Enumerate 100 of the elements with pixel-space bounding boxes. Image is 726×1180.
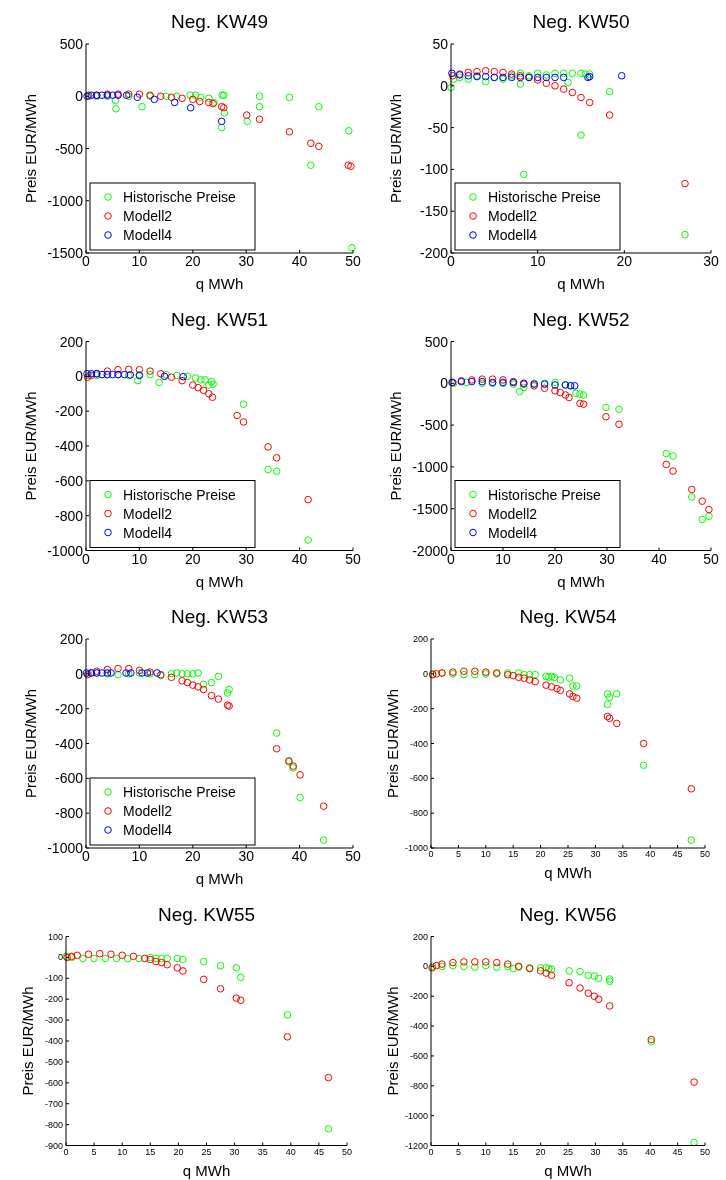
x-tick-label: 20	[185, 550, 201, 567]
legend-label: Modell2	[123, 803, 173, 819]
x-tick-label: 40	[285, 1146, 296, 1157]
x-tick-label: 50	[345, 550, 361, 567]
x-tick-label: 50	[699, 1146, 711, 1157]
x-tick-label: 45	[672, 849, 683, 860]
chart-title: Neg. KW49	[170, 11, 269, 32]
legend-label: Historische Preise	[123, 189, 237, 205]
x-tick-label: 40	[291, 550, 308, 567]
y-tick-label: 200	[412, 634, 428, 644]
y-tick-label: -700	[44, 1098, 63, 1109]
y-tick-label: -1000	[47, 192, 84, 209]
chart-title: Neg. KW51	[170, 308, 269, 330]
y-tick-label: -600	[54, 770, 84, 787]
y-tick-label: 200	[59, 631, 84, 647]
y-tick-label: 0	[440, 375, 449, 392]
y-tick-label: -150	[419, 203, 449, 220]
x-tick-label: 15	[508, 849, 519, 860]
y-tick-label: 0	[75, 665, 84, 682]
x-tick-label: 30	[238, 253, 255, 270]
y-tick-label: -1000	[404, 1110, 428, 1121]
y-tick-label: -600	[44, 1077, 63, 1088]
legend-label: Modell4	[488, 227, 538, 243]
x-tick-label: 40	[645, 849, 656, 860]
chart-title: Neg. KW56	[519, 903, 617, 925]
x-tick-label: 40	[291, 253, 308, 270]
x-tick-label: 30	[703, 253, 719, 270]
y-tick-label: -200	[44, 994, 63, 1005]
x-tick-label: 20	[173, 1146, 184, 1157]
x-tick-label: 35	[257, 1146, 268, 1157]
x-tick-label: 50	[703, 550, 719, 567]
y-tick-label: -600	[54, 472, 84, 489]
y-tick-label: -400	[54, 438, 84, 454]
y-tick-label: -800	[44, 1119, 63, 1130]
y-axis-title: Preis EUR/MWh	[387, 93, 404, 204]
legend-label: Historische Preise	[488, 189, 602, 205]
y-tick-label: -800	[409, 808, 428, 819]
y-tick-label: -800	[54, 805, 84, 822]
y-tick-label: 100	[47, 931, 63, 942]
y-tick-label: -300	[44, 1015, 63, 1026]
x-tick-label: 35	[617, 1146, 628, 1157]
y-tick-label: 0	[422, 961, 428, 972]
x-tick-label: 15	[508, 1146, 519, 1157]
y-tick-label: 0	[440, 77, 449, 94]
chart-title: Neg. KW55	[157, 903, 256, 925]
y-tick-label: -1500	[412, 500, 449, 517]
y-axis-title: Preis EUR/MWh	[22, 688, 39, 799]
x-tick-label: 45	[313, 1146, 324, 1157]
legend-label: Modell2	[488, 505, 538, 522]
x-tick-label: 30	[590, 1146, 601, 1157]
x-tick-label: 30	[229, 1146, 240, 1157]
x-tick-label: 30	[599, 550, 615, 567]
y-tick-label: -1200	[404, 1140, 428, 1151]
chart-title: Neg. KW54	[519, 606, 618, 627]
y-tick-label: -200	[54, 403, 84, 420]
x-tick-label: 10	[131, 253, 148, 270]
y-tick-label: -1000	[412, 458, 449, 475]
y-tick-label: -900	[44, 1140, 63, 1151]
x-tick-label: 25	[201, 1146, 212, 1157]
chart-title: Neg. KW52	[532, 308, 630, 330]
legend-label: Modell2	[123, 208, 173, 224]
y-tick-label: -800	[54, 507, 84, 524]
x-tick-label: 40	[291, 848, 308, 865]
legend-label: Modell2	[488, 208, 538, 224]
x-tick-label: 20	[535, 1146, 546, 1157]
x-tick-label: 20	[185, 253, 201, 270]
y-tick-label: -500	[54, 140, 84, 157]
x-tick-label: 20	[535, 849, 546, 860]
y-tick-label: 200	[59, 333, 84, 350]
y-tick-label: -200	[54, 700, 84, 717]
x-tick-label: 25	[562, 1146, 574, 1157]
y-tick-label: 500	[424, 333, 449, 350]
chart-title: Neg. KW53	[170, 606, 269, 627]
x-tick-label: 30	[238, 550, 255, 567]
legend-label: Modell4	[123, 822, 173, 838]
y-tick-label: -600	[409, 773, 428, 784]
y-axis-title: Preis EUR/MWh	[387, 391, 404, 501]
legend-label: Historische Preise	[123, 784, 237, 800]
x-tick-label: 10	[495, 550, 511, 567]
x-tick-label: 10	[480, 849, 491, 860]
y-axis-title: Preis EUR/MWh	[384, 986, 401, 1096]
y-tick-label: -200	[409, 703, 428, 714]
y-tick-label: -400	[409, 1021, 428, 1032]
x-axis-title: q MWh	[544, 1161, 592, 1179]
y-tick-label: -400	[409, 738, 428, 749]
x-tick-label: 15	[145, 1146, 156, 1157]
x-tick-label: 5	[91, 1146, 97, 1157]
y-tick-label: 0	[57, 952, 63, 963]
x-tick-label: 25	[562, 849, 574, 860]
legend-label: Modell4	[123, 524, 173, 541]
x-tick-label: 30	[238, 848, 255, 865]
x-tick-label: 10	[117, 1146, 128, 1157]
y-tick-label: 500	[59, 36, 84, 52]
y-axis-title: Preis EUR/MWh	[22, 93, 39, 204]
x-tick-label: 10	[480, 1146, 491, 1157]
legend-label: Historische Preise	[123, 486, 237, 503]
y-tick-label: -100	[44, 973, 63, 984]
y-tick-label: -400	[44, 1036, 63, 1046]
chart-title: Neg. KW50	[532, 11, 630, 32]
legend-label: Modell4	[123, 227, 173, 243]
